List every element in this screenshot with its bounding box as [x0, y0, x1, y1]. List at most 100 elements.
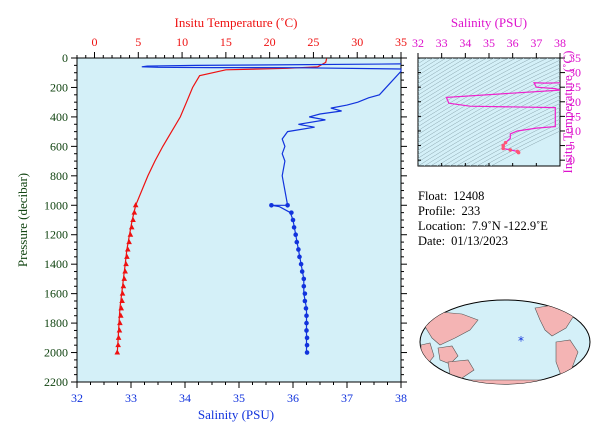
- y-tick-label: 2200: [44, 375, 68, 389]
- top-tick-label: 5: [135, 35, 141, 49]
- temperature-marker: [124, 253, 130, 259]
- density-contour: [418, 83, 560, 163]
- y-tick-label: 2000: [44, 346, 68, 360]
- land-greenland: [577, 305, 590, 323]
- salinity-profile-line: [141, 63, 402, 353]
- temperature-marker: [128, 224, 135, 230]
- density-contour: [418, 58, 517, 116]
- density-contour: [418, 58, 447, 76]
- density-contour: [418, 58, 541, 127]
- density-contour: [418, 63, 560, 143]
- ts-top-axis-label: Salinity (PSU): [451, 15, 527, 30]
- top-tick-label: 20: [264, 35, 276, 49]
- float-value: 12408: [453, 189, 485, 203]
- ts-x-tick-label: 33: [436, 36, 448, 50]
- temperature-marker: [121, 275, 128, 281]
- salinity-marker: [299, 269, 305, 274]
- land-antarctica: [429, 379, 581, 384]
- temperature-marker: [114, 349, 121, 355]
- top-tick-label: 10: [176, 35, 188, 49]
- profile-plot: 32 33 34 35 36 37 38 0 5 10 15 20 25 30 35 0 200 400 600 80…: [15, 15, 407, 422]
- salinity-marker: [301, 276, 307, 282]
- density-contour: [418, 67, 560, 147]
- density-contour: [490, 130, 560, 166]
- x-tick-label: 38: [395, 391, 407, 405]
- salinity-marker: [304, 350, 310, 355]
- temperature-marker: [132, 202, 139, 208]
- density-contour: [418, 58, 467, 88]
- temperature-marker: [120, 283, 127, 289]
- y-tick-label: 1800: [44, 316, 68, 330]
- date-label: Date:: [418, 234, 446, 248]
- y-tick-label: 400: [50, 110, 68, 124]
- salinity-marker: [269, 202, 274, 208]
- y-tick-label: 200: [50, 80, 68, 94]
- land-maritime-asia: [437, 345, 459, 365]
- top-tick-label: 25: [307, 35, 319, 49]
- salinity-marker: [285, 202, 290, 208]
- x-tick-label: 37: [341, 391, 353, 405]
- temperature-marker: [118, 305, 125, 311]
- density-contour: [469, 118, 560, 166]
- salinity-marker: [296, 247, 301, 252]
- x-tick-label: 36: [287, 391, 299, 405]
- x-tick-label: 32: [71, 391, 83, 405]
- ts-x-tick-label: 38: [554, 36, 566, 50]
- y-tick-label: 0: [62, 51, 68, 65]
- ts-y-tick-label: 5: [569, 139, 575, 153]
- ts-point: [501, 143, 506, 148]
- land-australia: [447, 359, 475, 379]
- top-tick-label: 30: [351, 35, 363, 49]
- profile-plot-area: [76, 57, 402, 383]
- density-contour: [418, 58, 454, 80]
- ts-right-axis-label: Insitu Temperature (˚C): [560, 50, 575, 173]
- temperature-marker: [116, 327, 123, 333]
- y-tick-label: 1200: [44, 228, 68, 242]
- temperature-marker: [119, 297, 125, 303]
- temperature-marker: [130, 216, 136, 222]
- location-info: Location: 7.9˚N -122.9˚E: [418, 219, 548, 234]
- ts-y-tick-label: 30: [569, 66, 581, 80]
- density-contour: [418, 58, 502, 108]
- left-axis-label: Pressure (decibar): [15, 173, 30, 267]
- date-info: Date: 01/13/2023: [418, 234, 508, 249]
- ts-point: [516, 150, 521, 155]
- salinity-marker: [304, 335, 310, 341]
- salinity-marker: [303, 306, 309, 311]
- density-contour: [418, 58, 474, 92]
- density-contour: [418, 59, 560, 139]
- ts-point: [508, 148, 513, 152]
- ts-y-tick-label: 10: [569, 124, 581, 138]
- ts-y-tick-label: 35: [569, 51, 581, 65]
- profile-label: Profile:: [418, 204, 456, 218]
- temperature-marker: [117, 312, 124, 318]
- date-value: 01/13/2023: [451, 234, 509, 248]
- ts-y-tick-label: 25: [569, 80, 581, 94]
- y-tick-label: 1400: [44, 257, 68, 271]
- temperature-marker: [119, 290, 126, 296]
- temperature-marker: [124, 246, 131, 252]
- density-contour: [423, 91, 560, 166]
- ts-x-tick-label: 37: [530, 36, 542, 50]
- top-tick-label: 35: [395, 35, 407, 49]
- ts-x-tick-label: 32: [412, 36, 424, 50]
- density-contour: [418, 58, 557, 135]
- salinity-marker: [294, 239, 300, 245]
- salinity-marker: [297, 254, 302, 260]
- ts-x-tick-label: 34: [459, 36, 471, 50]
- density-contour: [418, 58, 549, 131]
- ts-x-tick-label: 35: [483, 36, 495, 50]
- float-info: Float: 12408: [418, 189, 484, 204]
- location-value: 7.9˚N -122.9˚E: [471, 219, 548, 233]
- density-contour: [418, 58, 481, 96]
- temperature-marker: [123, 260, 129, 267]
- x-tick-label: 34: [179, 391, 191, 405]
- ts-y-tick-label: 0: [569, 153, 575, 167]
- ts-y-tick-label: 20: [569, 95, 581, 109]
- density-contour: [476, 122, 560, 166]
- density-contour: [418, 58, 510, 112]
- float-location-marker: *: [518, 334, 524, 348]
- density-contour: [443, 103, 560, 166]
